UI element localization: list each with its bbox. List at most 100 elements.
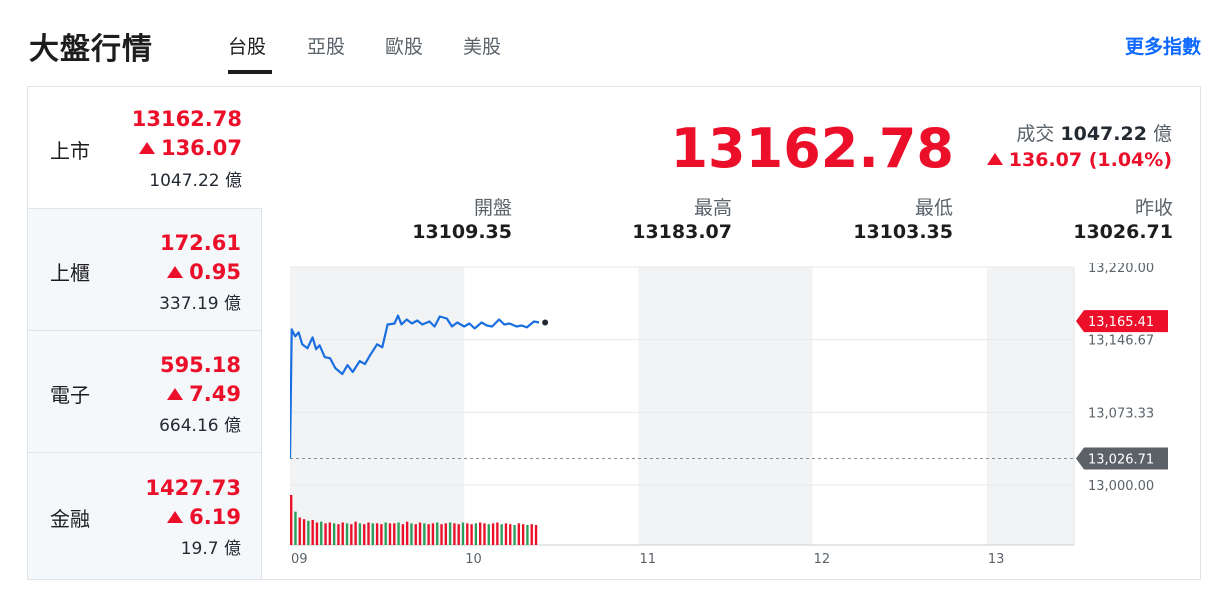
volume-bar [397,522,400,545]
volume-bar [315,522,319,545]
volume-bar [509,524,512,545]
sidebar-item-name: 電子 [50,383,90,407]
up-triangle-icon [167,511,184,523]
y-tick-label: 13,000.00 [1088,479,1154,494]
y-tick-label: 13,073.33 [1088,406,1154,421]
volume-bar [534,525,538,545]
volume-bar [470,524,473,545]
volume-bar [294,511,297,545]
index-price: 13162.78 [670,117,954,180]
x-tick-label: 12 [814,552,831,567]
up-triangle-icon [167,266,184,278]
time-band [290,267,465,545]
volume-bar [444,523,447,545]
volume-bar [530,524,533,545]
high-value: 13183.07 [632,221,732,243]
volume-bar [466,523,469,545]
volume-bar [448,522,452,545]
sidebar-item-volume: 664.16 億 [159,411,241,436]
volume-bar [487,524,490,545]
page-title: 大盤行情 [29,32,153,67]
volume-bar [311,520,314,545]
sidebar-item-volume: 337.19 億 [159,289,241,314]
tab-asia-stocks[interactable]: 亞股 [307,36,346,58]
x-tick-label: 10 [465,552,482,567]
index-change: 136.07 (1.04%) [986,149,1172,171]
change-value: 7.49 [189,382,241,406]
sidebar-item-change: 6.19 [167,505,241,529]
x-tick-label: 11 [639,552,656,567]
volume-bar [350,524,353,545]
active-tab-indicator [228,70,272,74]
sidebar-item-price: 1427.73 [145,476,241,500]
current-price-tag: 13,165.41 [1076,310,1168,333]
tab-taiwan-stocks[interactable]: 台股 [228,36,267,58]
volume-bar [427,524,430,545]
volume-unit: 億 [225,171,242,191]
intraday-chart: 13,220.00 13,146.67 13,073.33 13,000.00 09 10… [290,263,1168,567]
volume-unit: 億 [1152,123,1172,145]
volume-unit: 億 [224,539,241,559]
volume-bar [401,524,405,545]
volume-bar [504,523,508,545]
volume-bar [328,522,332,545]
x-tick-label: 09 [291,552,308,567]
price-line [290,314,549,459]
market-panel: 上市 13162.78 136.07 1047.22 億 上櫃 172.61 0… [27,86,1201,580]
sidebar-item-finance[interactable]: 金融 1427.73 6.19 19.7 億 [28,453,262,579]
volume-value: 1047.22 [149,171,220,191]
volume-bar [513,525,516,545]
volume-bar [363,524,366,545]
volume-bar [496,522,499,545]
sidebar-item-electronics[interactable]: 電子 595.18 7.49 664.16 億 [28,331,262,453]
chart-axes: 13,220.00 13,146.67 13,073.33 13,000.00 09 10… [291,263,1154,567]
volume-bar [405,521,409,545]
volume-bar [367,522,370,545]
sidebar-item-otc[interactable]: 上櫃 172.61 0.95 337.19 億 [28,209,262,331]
volume-bar [337,524,340,545]
more-indices-link[interactable]: 更多指數 [1124,36,1201,58]
volume-value: 1047.22 [1060,123,1147,145]
sidebar-item-listed[interactable]: 上市 13162.78 136.07 1047.22 億 [28,87,262,209]
volume-label: 成交 [1016,123,1055,145]
volume-bar [358,523,362,545]
volume-bar [341,522,344,545]
sidebar-item-name: 上櫃 [50,261,90,285]
tab-us-stocks[interactable]: 美股 [463,36,502,58]
volume-value: 337.19 [159,294,219,314]
volume-bar [414,524,417,545]
volume-bar [521,524,525,545]
change-value: 136.07 [160,136,242,160]
sidebar-item-volume: 19.7 億 [181,534,241,559]
last-price-dot [542,319,549,326]
x-tick-label: 13 [988,552,1005,567]
sidebar-item-name: 上市 [50,139,90,163]
price-tags: 13,165.41 13,026.71 [1076,310,1168,470]
volume-bar [354,521,357,545]
volume-bar [491,523,495,545]
price-tag-text: 13,026.71 [1088,453,1154,468]
low-label: 最低 [914,197,953,219]
time-bands [290,267,1074,545]
price-tag-shape [1076,447,1168,470]
time-band [986,267,1074,545]
change-value: 0.95 [189,260,241,284]
volume-bar [453,523,456,545]
trade-volume: 成交 1047.22 億 [1016,119,1172,146]
sidebar-item-price: 13162.78 [131,107,242,131]
volume-bar [526,525,529,545]
volume-bar [474,523,478,545]
volume-bar [290,495,293,545]
market-header: 大盤行情 台股 亞股 歐股 美股 更多指數 [0,0,1223,86]
prev-close-label: 昨收 [1134,197,1173,219]
volume-bar [410,523,413,545]
volume-unit: 億 [224,416,241,436]
tab-europe-stocks[interactable]: 歐股 [385,36,424,58]
volume-bar [388,523,392,545]
low-value: 13103.35 [853,221,953,243]
volume-bar [440,524,443,545]
sidebar-item-change: 0.95 [167,260,241,284]
time-band [638,267,813,545]
price-tag-shape [1076,310,1168,333]
sidebar-item-change: 7.49 [167,382,241,406]
